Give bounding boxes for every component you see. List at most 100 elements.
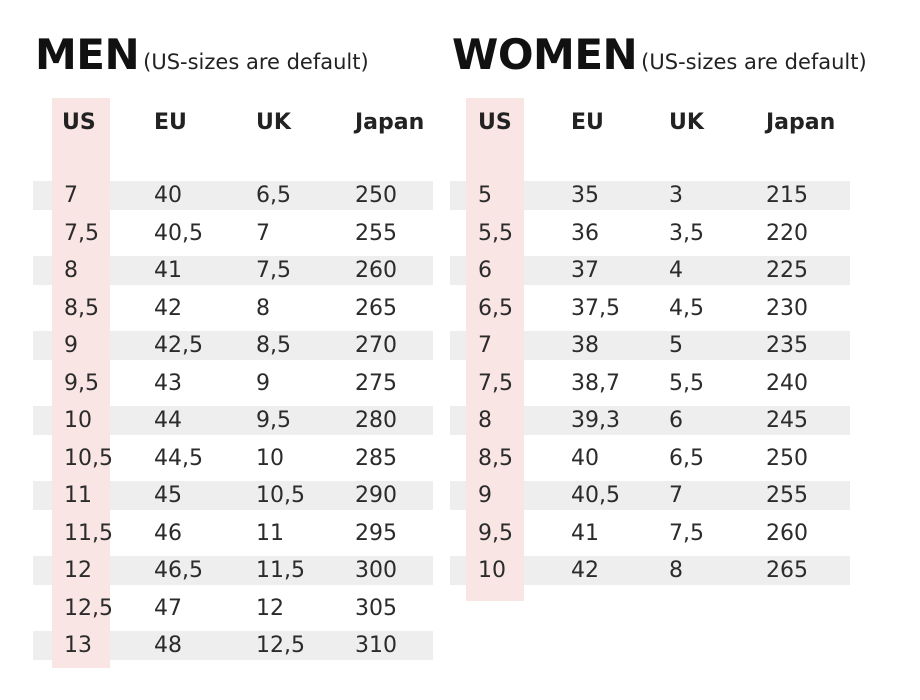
men-cell-uk: 11,5	[256, 558, 305, 583]
women-cell-eu: 37	[571, 258, 599, 283]
women-cell-japan: 260	[766, 520, 808, 546]
men-cell-uk: 7,5	[256, 258, 291, 283]
women-cell-us: 7,5	[478, 370, 513, 396]
women-subtitle: (US-sizes are default)	[641, 50, 867, 74]
women-header-us: US	[478, 110, 512, 135]
men-cell-us: 12,5	[64, 595, 113, 621]
men-cell-eu: 40	[154, 183, 182, 208]
women-cell-japan: 235	[766, 333, 808, 358]
men-cell-eu: 46	[154, 520, 182, 546]
women-cell-us: 6	[478, 258, 492, 283]
women-cell-us: 8,5	[478, 445, 513, 471]
women-cell-japan: 250	[766, 445, 808, 471]
women-cell-us: 5	[478, 183, 492, 208]
men-cell-us: 11,5	[64, 520, 113, 546]
men-cell-eu: 47	[154, 595, 182, 621]
men-cell-japan: 305	[355, 595, 397, 621]
men-cell-us: 9	[64, 333, 78, 358]
women-heading: WOMEN	[452, 30, 638, 79]
men-cell-uk: 8,5	[256, 333, 291, 358]
men-cell-japan: 250	[355, 183, 397, 208]
women-cell-japan: 255	[766, 483, 808, 508]
women-cell-uk: 7,5	[669, 520, 704, 546]
men-cell-japan: 265	[355, 295, 397, 321]
women-cell-eu: 35	[571, 183, 599, 208]
women-cell-japan: 225	[766, 258, 808, 283]
women-cell-uk: 5,5	[669, 370, 704, 396]
men-cell-japan: 300	[355, 558, 397, 583]
women-header-japan: Japan	[766, 110, 836, 135]
men-cell-us: 12	[64, 558, 92, 583]
women-cell-uk: 5	[669, 333, 683, 358]
men-cell-japan: 290	[355, 483, 397, 508]
men-cell-japan: 260	[355, 258, 397, 283]
women-cell-japan: 230	[766, 295, 808, 321]
men-cell-eu: 41	[154, 258, 182, 283]
men-cell-eu: 48	[154, 633, 182, 658]
men-cell-japan: 310	[355, 633, 397, 658]
men-cell-uk: 9	[256, 370, 270, 396]
men-cell-japan: 275	[355, 370, 397, 396]
women-cell-eu: 40	[571, 445, 599, 471]
women-cell-us: 7	[478, 333, 492, 358]
men-cell-japan: 280	[355, 408, 397, 433]
women-cell-us: 8	[478, 408, 492, 433]
women-cell-japan: 245	[766, 408, 808, 433]
men-header-us: US	[62, 110, 96, 135]
women-cell-eu: 38	[571, 333, 599, 358]
men-header-eu: EU	[154, 110, 187, 135]
women-cell-eu: 36	[571, 220, 599, 246]
women-cell-japan: 215	[766, 183, 808, 208]
men-cell-japan: 295	[355, 520, 397, 546]
men-cell-us: 13	[64, 633, 92, 658]
men-cell-uk: 7	[256, 220, 270, 246]
women-cell-eu: 39,3	[571, 408, 620, 433]
men-subtitle: (US-sizes are default)	[143, 50, 369, 74]
women-cell-us: 9	[478, 483, 492, 508]
women-title: WOMEN (US-sizes are default)	[452, 30, 867, 79]
women-cell-us: 9,5	[478, 520, 513, 546]
women-us-column-highlight	[466, 98, 524, 601]
men-cell-uk: 9,5	[256, 408, 291, 433]
men-cell-uk: 12,5	[256, 633, 305, 658]
men-cell-us: 11	[64, 483, 92, 508]
men-us-column-highlight	[52, 98, 110, 668]
women-cell-uk: 4	[669, 258, 683, 283]
women-cell-japan: 240	[766, 370, 808, 396]
men-cell-uk: 11	[256, 520, 284, 546]
women-cell-uk: 6,5	[669, 445, 704, 471]
men-cell-us: 10,5	[64, 445, 113, 471]
men-cell-eu: 44,5	[154, 445, 203, 471]
men-cell-us: 8	[64, 258, 78, 283]
women-cell-eu: 38,7	[571, 370, 620, 396]
women-cell-us: 10	[478, 558, 506, 583]
men-cell-japan: 255	[355, 220, 397, 246]
men-cell-eu: 42,5	[154, 333, 203, 358]
men-cell-uk: 10	[256, 445, 284, 471]
women-cell-eu: 37,5	[571, 295, 620, 321]
men-cell-eu: 44	[154, 408, 182, 433]
women-cell-uk: 3	[669, 183, 683, 208]
women-cell-eu: 40,5	[571, 483, 620, 508]
men-cell-us: 7,5	[64, 220, 99, 246]
women-cell-uk: 7	[669, 483, 683, 508]
men-cell-eu: 40,5	[154, 220, 203, 246]
men-header-japan: Japan	[355, 110, 425, 135]
men-cell-uk: 8	[256, 295, 270, 321]
women-cell-us: 6,5	[478, 295, 513, 321]
men-cell-us: 9,5	[64, 370, 99, 396]
men-cell-uk: 12	[256, 595, 284, 621]
women-cell-japan: 220	[766, 220, 808, 246]
women-header-eu: EU	[571, 110, 604, 135]
men-cell-eu: 43	[154, 370, 182, 396]
women-cell-uk: 6	[669, 408, 683, 433]
men-cell-us: 8,5	[64, 295, 99, 321]
men-cell-eu: 45	[154, 483, 182, 508]
men-cell-us: 7	[64, 183, 78, 208]
men-cell-japan: 270	[355, 333, 397, 358]
men-header-uk: UK	[256, 110, 291, 135]
men-title: MEN (US-sizes are default)	[35, 30, 369, 79]
men-cell-uk: 6,5	[256, 183, 291, 208]
men-cell-japan: 285	[355, 445, 397, 471]
women-cell-japan: 265	[766, 558, 808, 583]
